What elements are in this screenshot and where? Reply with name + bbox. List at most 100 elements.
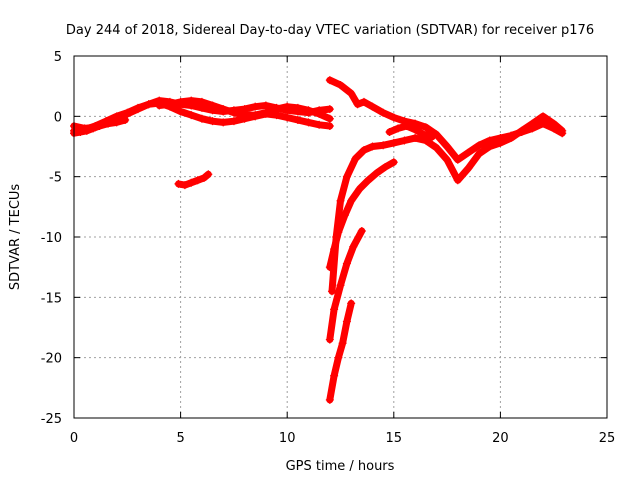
data-point bbox=[421, 123, 430, 132]
x-axis-label: GPS time / hours bbox=[286, 459, 395, 474]
data-point bbox=[261, 108, 270, 117]
x-tick-label: 5 bbox=[176, 431, 184, 446]
data-point bbox=[385, 128, 394, 137]
data-point bbox=[89, 124, 98, 133]
data-point bbox=[475, 141, 484, 150]
data-point bbox=[507, 134, 516, 143]
data-point bbox=[240, 111, 249, 120]
data-point bbox=[475, 149, 484, 158]
data-point bbox=[539, 119, 548, 128]
data-point bbox=[193, 176, 202, 185]
data-point bbox=[251, 102, 260, 111]
data-point bbox=[340, 211, 349, 220]
data-point bbox=[261, 101, 270, 110]
data-point bbox=[187, 111, 196, 120]
data-point bbox=[121, 115, 130, 124]
data-point bbox=[411, 134, 420, 143]
data-point bbox=[174, 179, 183, 188]
data-point bbox=[558, 126, 567, 135]
data-point bbox=[379, 108, 388, 117]
data-point bbox=[197, 114, 206, 123]
series-layer bbox=[70, 76, 567, 404]
series-band-track-h bbox=[326, 158, 398, 271]
data-point bbox=[176, 97, 185, 106]
data-point bbox=[327, 287, 336, 296]
data-point bbox=[539, 112, 548, 121]
data-point bbox=[400, 136, 409, 145]
x-tick-label: 15 bbox=[386, 431, 403, 446]
data-point bbox=[204, 170, 213, 179]
data-point bbox=[359, 97, 368, 106]
data-point bbox=[368, 142, 377, 151]
data-point bbox=[325, 121, 334, 130]
y-tick-label: -25 bbox=[41, 412, 62, 427]
data-point bbox=[208, 101, 217, 110]
data-point bbox=[355, 184, 364, 193]
data-point bbox=[104, 119, 113, 128]
data-point bbox=[325, 335, 334, 344]
data-point bbox=[180, 181, 189, 190]
data-point bbox=[251, 111, 260, 120]
data-point bbox=[325, 76, 334, 85]
data-point bbox=[187, 178, 196, 187]
data-point bbox=[342, 259, 351, 268]
data-point bbox=[325, 395, 334, 404]
y-tick-label: 5 bbox=[54, 50, 62, 65]
data-point bbox=[402, 121, 411, 130]
data-point bbox=[112, 118, 121, 127]
data-point bbox=[155, 101, 164, 110]
tick-layer: 0 5 10 15 20 25 5 0 -5 -10 -15 -20 -25 bbox=[41, 50, 616, 446]
data-point bbox=[443, 155, 452, 164]
data-point bbox=[144, 100, 153, 109]
data-point bbox=[229, 117, 238, 126]
data-point bbox=[330, 371, 339, 380]
data-point bbox=[200, 173, 209, 182]
data-point bbox=[95, 121, 104, 130]
series-band-track-i bbox=[326, 227, 366, 344]
data-point bbox=[334, 228, 343, 237]
data-point bbox=[419, 130, 428, 139]
data-point bbox=[123, 108, 132, 117]
data-point bbox=[219, 105, 228, 114]
data-point bbox=[351, 154, 360, 163]
x-tick-label: 25 bbox=[599, 431, 616, 446]
data-point bbox=[381, 163, 390, 172]
data-point bbox=[336, 281, 345, 290]
y-tick-label: -15 bbox=[41, 291, 62, 306]
data-point bbox=[336, 80, 345, 89]
data-point bbox=[82, 126, 91, 135]
data-point bbox=[453, 155, 462, 164]
data-point bbox=[349, 242, 358, 251]
data-point bbox=[330, 305, 339, 314]
data-point bbox=[485, 142, 494, 151]
data-point bbox=[304, 118, 313, 127]
data-point bbox=[283, 113, 292, 122]
data-point bbox=[338, 339, 347, 348]
data-point bbox=[389, 138, 398, 147]
data-point bbox=[549, 119, 558, 128]
data-point bbox=[342, 172, 351, 181]
y-tick-label: -10 bbox=[41, 231, 62, 246]
data-point bbox=[176, 107, 185, 116]
y-tick-label: -5 bbox=[49, 171, 62, 186]
data-point bbox=[464, 148, 473, 157]
data-point bbox=[219, 118, 228, 127]
y-axis-label: SDTVAR / TECUs bbox=[8, 184, 23, 291]
data-point bbox=[372, 169, 381, 178]
data-point bbox=[347, 299, 356, 308]
data-point bbox=[347, 89, 356, 98]
data-point bbox=[389, 113, 398, 122]
data-point bbox=[315, 109, 324, 118]
data-point bbox=[411, 125, 420, 134]
data-point bbox=[353, 100, 362, 109]
data-point bbox=[272, 105, 281, 114]
data-point bbox=[229, 108, 238, 117]
data-point bbox=[325, 263, 334, 272]
y-tick-label: -20 bbox=[41, 352, 62, 367]
data-point bbox=[325, 114, 334, 123]
data-point bbox=[359, 146, 368, 155]
data-point bbox=[496, 138, 505, 147]
data-point bbox=[364, 176, 373, 185]
